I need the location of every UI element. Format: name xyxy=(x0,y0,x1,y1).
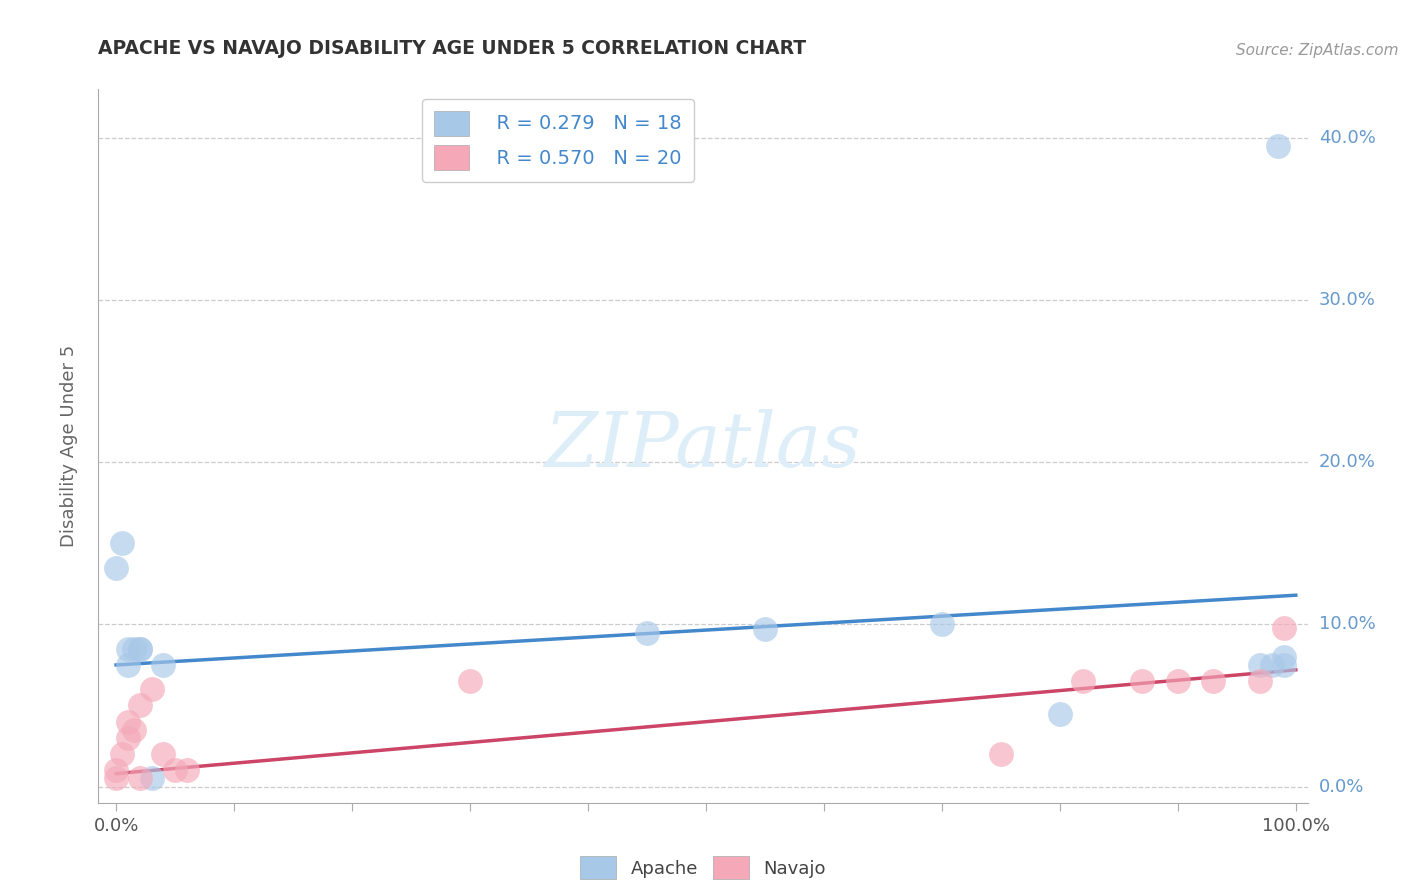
Point xyxy=(128,641,150,656)
Point xyxy=(117,657,139,672)
Text: 20.0%: 20.0% xyxy=(1319,453,1375,471)
Point xyxy=(128,698,150,713)
Point xyxy=(128,772,150,786)
Legend: Apache, Navajo: Apache, Navajo xyxy=(574,849,832,887)
Point xyxy=(1272,621,1295,635)
Point xyxy=(111,747,134,761)
Point xyxy=(636,625,658,640)
Point xyxy=(1261,657,1284,672)
Text: 30.0%: 30.0% xyxy=(1319,291,1375,309)
Point xyxy=(105,560,128,574)
Point xyxy=(1073,674,1095,689)
Text: APACHE VS NAVAJO DISABILITY AGE UNDER 5 CORRELATION CHART: APACHE VS NAVAJO DISABILITY AGE UNDER 5 … xyxy=(98,39,807,58)
Point xyxy=(1249,657,1271,672)
Point xyxy=(1272,649,1295,664)
Text: ZIPatlas: ZIPatlas xyxy=(544,409,862,483)
Text: 0.0%: 0.0% xyxy=(1319,778,1364,796)
Text: Source: ZipAtlas.com: Source: ZipAtlas.com xyxy=(1236,43,1399,58)
Point xyxy=(141,772,163,786)
Point xyxy=(105,764,128,778)
Text: 10.0%: 10.0% xyxy=(1319,615,1375,633)
Y-axis label: Disability Age Under 5: Disability Age Under 5 xyxy=(59,345,77,547)
Point xyxy=(141,682,163,697)
Point xyxy=(1202,674,1225,689)
Point xyxy=(931,617,953,632)
Point xyxy=(165,764,187,778)
Point xyxy=(128,641,150,656)
Point xyxy=(105,772,128,786)
Point xyxy=(176,764,198,778)
Point xyxy=(117,641,139,656)
Point xyxy=(117,714,139,729)
Point xyxy=(754,622,776,636)
Point xyxy=(458,674,481,689)
Point xyxy=(111,536,134,550)
Point xyxy=(1132,674,1154,689)
Point xyxy=(1249,674,1271,689)
Point xyxy=(152,747,174,761)
Point xyxy=(122,723,145,737)
Point xyxy=(152,657,174,672)
Text: 40.0%: 40.0% xyxy=(1319,128,1375,147)
Point xyxy=(1167,674,1189,689)
Point xyxy=(990,747,1012,761)
Point xyxy=(1272,657,1295,672)
Point xyxy=(122,641,145,656)
Point xyxy=(1267,139,1289,153)
Point xyxy=(117,731,139,745)
Point xyxy=(1049,706,1071,721)
